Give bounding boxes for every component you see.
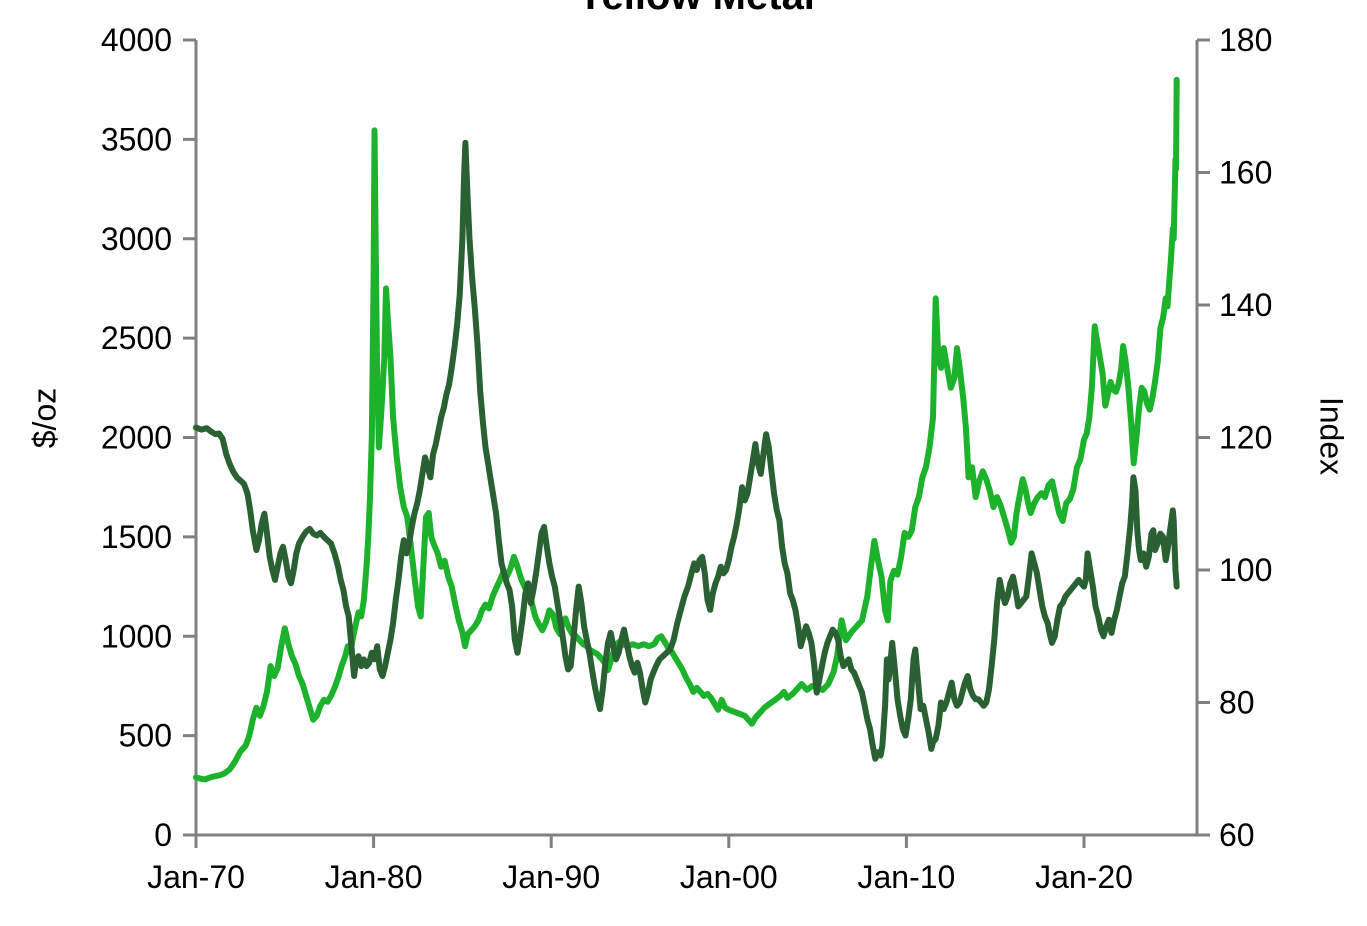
right-axis-tick-label: 120 xyxy=(1219,420,1272,456)
chart-title: Yellow Metal xyxy=(577,0,815,19)
left-axis-tick-label: 1000 xyxy=(101,618,172,654)
x-axis-tick-label: Jan-00 xyxy=(680,859,778,895)
x-axis-tick-label: Jan-20 xyxy=(1035,859,1133,895)
left-axis-tick-label: 2000 xyxy=(101,420,172,456)
left-axis-tick-label: 500 xyxy=(119,718,172,754)
left-axis-tick-label: 3500 xyxy=(101,121,172,157)
right-axis-tick-label: 160 xyxy=(1219,155,1272,191)
right-axis-tick-label: 60 xyxy=(1219,817,1255,853)
right-axis-tick-label: 100 xyxy=(1219,552,1272,588)
left-axis-tick-label: 4000 xyxy=(101,22,172,58)
x-axis-tick-label: Jan-80 xyxy=(325,859,423,895)
left-axis-tick-label: 0 xyxy=(154,817,172,853)
left-axis-tick-label: 2500 xyxy=(101,320,172,356)
dollar-index-line xyxy=(193,139,1180,762)
x-axis-tick-label: Jan-70 xyxy=(147,859,245,895)
x-axis-tick-label: Jan-90 xyxy=(502,859,600,895)
right-axis-tick-label: 180 xyxy=(1219,22,1272,58)
x-axis-tick-label: Jan-10 xyxy=(857,859,955,895)
right-axis-tick-label: 80 xyxy=(1219,685,1255,721)
gold-price-line xyxy=(193,76,1180,783)
left-axis-tick-label: 1500 xyxy=(101,519,172,555)
left-axis-tick-label: 3000 xyxy=(101,221,172,257)
right-axis-tick-label: 140 xyxy=(1219,287,1272,323)
